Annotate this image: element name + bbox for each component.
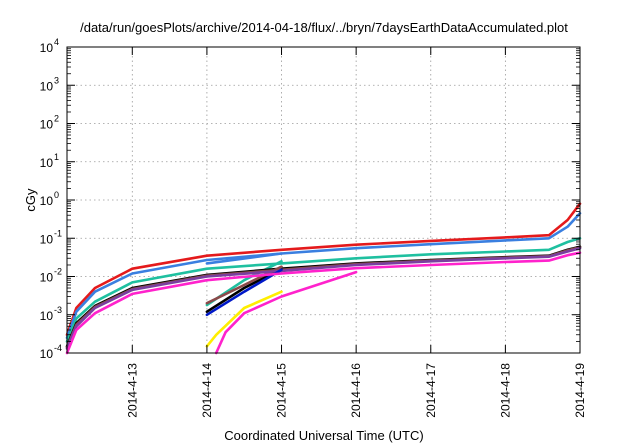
y-tick-base: 10 [40, 232, 54, 246]
series-line [205, 268, 283, 317]
y-tick-base: 10 [40, 194, 54, 208]
y-tick-exponent: -4 [54, 343, 62, 353]
y-tick-exponent: 3 [54, 75, 59, 85]
y-tick-exponent: -3 [54, 305, 62, 315]
y-tick-exponent: 4 [54, 37, 59, 47]
series-group [65, 202, 582, 355]
series-line [205, 290, 283, 348]
y-tick-label: 10 -2 [40, 267, 62, 285]
series-1 [65, 202, 582, 337]
y-tick-label: 10 0 [40, 190, 59, 208]
y-tick-exponent: 2 [54, 114, 59, 124]
y-tick-label: 10 -3 [40, 305, 62, 323]
series-line [65, 212, 582, 340]
x-tick-label: 2014-4-19 [573, 363, 587, 418]
series-7 [205, 268, 283, 317]
y-tick-base: 10 [40, 118, 54, 132]
series-2 [65, 212, 582, 340]
x-tick-label: 2014-4-16 [349, 363, 363, 418]
series-line [214, 270, 358, 355]
y-tick-base: 10 [40, 156, 54, 170]
y-tick-base: 10 [40, 79, 54, 93]
series-line [65, 246, 582, 350]
y-tick-base: 10 [40, 347, 54, 361]
y-tick-exponent: -1 [54, 228, 62, 238]
series-line [65, 237, 582, 343]
x-tick-label: 2014-4-17 [424, 363, 438, 418]
x-tick-label: 2014-4-18 [498, 363, 512, 418]
series-line [65, 251, 582, 355]
y-tick-label: 10 3 [40, 75, 59, 93]
x-tick-label: 2014-4-13 [125, 363, 139, 418]
x-axis: 2014-4-13 2014-4-14 2014-4-15 2014-4-16 2014… [125, 47, 587, 418]
y-axis-label: cGy [23, 188, 38, 212]
series-8 [205, 290, 283, 348]
y-tick-exponent: -2 [54, 267, 62, 277]
x-axis-label: Coordinated Universal Time (UTC) [224, 428, 423, 443]
chart-title: /data/run/goesPlots/archive/2014-04-18/f… [80, 20, 568, 35]
series-6 [65, 246, 582, 350]
y-tick-label: 10 4 [40, 37, 59, 55]
series-9 [65, 251, 582, 355]
y-tick-exponent: 1 [54, 152, 59, 162]
series-line [65, 202, 582, 337]
x-tick-label: 2014-4-15 [275, 363, 289, 418]
y-tick-label: 10 2 [40, 114, 59, 132]
y-tick-label: 10 1 [40, 152, 59, 170]
y-tick-base: 10 [40, 309, 54, 323]
y-tick-base: 10 [40, 41, 54, 55]
series-3 [65, 237, 582, 343]
y-tick-label: 10 -1 [40, 228, 62, 246]
x-tick-label: 2014-4-14 [200, 363, 214, 418]
y-tick-base: 10 [40, 271, 54, 285]
series-line [205, 252, 283, 265]
y-tick-label: 10 -4 [40, 343, 62, 361]
y-tick-exponent: 0 [54, 190, 59, 200]
grid [67, 47, 580, 353]
